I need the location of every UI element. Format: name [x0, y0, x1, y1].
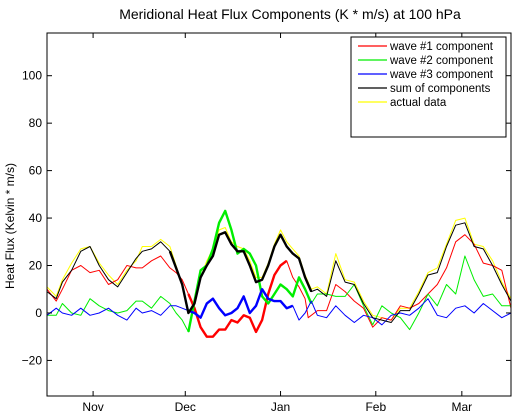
y-tick-label: 20	[29, 259, 43, 273]
series-bold-segment-wave-1-component	[187, 259, 288, 338]
y-tick-label: 60	[29, 164, 43, 178]
x-tick-label: Feb	[365, 400, 386, 413]
legend-label-actual: actual data	[390, 97, 447, 109]
x-tick-label: Mar	[451, 400, 472, 413]
legend-label-wave-3: wave #3 component	[389, 69, 494, 81]
series-bold-segment-wave-2-component	[187, 209, 313, 333]
y-tick-label: 40	[29, 211, 43, 225]
legend-label-sum: sum of components	[390, 83, 491, 95]
y-tick-label: −20	[22, 353, 43, 367]
x-tick-label: Jan	[271, 400, 290, 413]
tick-layer: −20 0 20 40 60 80 100 Nov Dec Jan Feb Mar	[22, 33, 511, 413]
legend: wave #1 component wave #2 component wave…	[350, 36, 507, 138]
legend-label-wave-1: wave #1 component	[389, 41, 494, 53]
legend-box	[350, 36, 507, 138]
y-tick-label: 100	[22, 69, 42, 83]
y-tick-label: 80	[29, 116, 43, 130]
chart-title: Meridional Heat Flux Components (K * m/s…	[119, 6, 461, 22]
legend-label-wave-2: wave #2 component	[389, 55, 494, 67]
y-axis-label: Heat Flux (Kelvin * m/s)	[3, 163, 17, 289]
x-tick-label: Nov	[82, 400, 103, 413]
series-layer	[46, 209, 512, 338]
x-tick-label: Dec	[175, 400, 196, 413]
y-tick-label: 0	[35, 306, 42, 320]
series-bold-segment-wave-3-component	[187, 288, 294, 319]
series-bold-segment-sum-of-components	[168, 231, 313, 315]
plot-frame	[46, 32, 512, 397]
